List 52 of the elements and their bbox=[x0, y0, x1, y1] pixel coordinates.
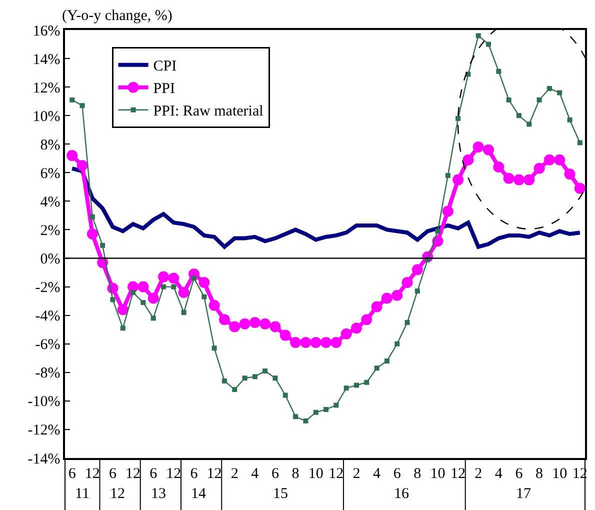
x-tick-label: 4 bbox=[251, 466, 260, 482]
y-tick-label: -8% bbox=[35, 366, 60, 382]
x-tick-label: 6 bbox=[190, 466, 198, 482]
text: 17 bbox=[516, 486, 532, 502]
x-tick-label: 12 bbox=[126, 466, 141, 482]
y-tick-label: 10% bbox=[32, 108, 60, 125]
text: 12 bbox=[110, 486, 125, 502]
x-tick-label: 6 bbox=[271, 466, 280, 482]
y-tick-label: 16% bbox=[32, 23, 60, 40]
x-tick-label: 12 bbox=[328, 466, 344, 482]
y-tick-label: 6% bbox=[40, 166, 60, 182]
y-tick-label: 12% bbox=[32, 80, 60, 96]
y-tick-label: -6% bbox=[35, 337, 60, 354]
x-tick-label: 6 bbox=[150, 466, 158, 482]
x-tick-label: 4 bbox=[494, 466, 503, 482]
legend-label: CPI bbox=[153, 58, 177, 75]
text: 11 bbox=[75, 486, 90, 502]
x-tick-label: 10 bbox=[430, 466, 446, 482]
x-tick-label: 2 bbox=[474, 466, 482, 482]
x-tick-label: 8 bbox=[414, 466, 422, 482]
x-tick-label: 4 bbox=[373, 466, 382, 482]
y-tick-label: -2% bbox=[35, 280, 60, 296]
legend-label: PPI: Raw material bbox=[153, 104, 264, 120]
y-tick-label: 0% bbox=[40, 252, 60, 268]
x-tick-label: 12 bbox=[166, 466, 182, 482]
y-tick-label: 14% bbox=[32, 52, 60, 68]
y-tick-label: -4% bbox=[35, 308, 60, 325]
x-tick-label: 10 bbox=[308, 466, 324, 482]
y-tick-label: 4% bbox=[40, 194, 60, 210]
legend-label: PPI bbox=[153, 81, 175, 98]
y-tick-label: 2% bbox=[40, 222, 60, 239]
x-tick-label: 8 bbox=[536, 466, 544, 482]
y-axis-title: (Y-o-y change, %) bbox=[62, 8, 172, 24]
y-tick-label: -10% bbox=[28, 394, 60, 410]
x-tick-label: 10 bbox=[552, 466, 568, 482]
y-tick-label: -14% bbox=[28, 451, 60, 468]
x-tick-label: 12 bbox=[206, 466, 222, 482]
x-tick-label: 12 bbox=[450, 466, 466, 482]
text: 14 bbox=[191, 486, 206, 502]
text: 13 bbox=[151, 486, 166, 502]
text: 16 bbox=[394, 486, 410, 502]
y-tick-label: -12% bbox=[28, 422, 60, 439]
x-tick-label: 6 bbox=[393, 466, 402, 482]
x-tick-label: 6 bbox=[108, 466, 117, 482]
y-tick-label: 8% bbox=[40, 137, 60, 154]
text: 15 bbox=[273, 486, 288, 502]
x-tick-label: 2 bbox=[352, 466, 360, 482]
x-tick-label: 12 bbox=[84, 466, 100, 482]
x-tick-label: 6 bbox=[515, 466, 524, 482]
x-tick-label: 6 bbox=[68, 466, 76, 482]
x-tick-label: 2 bbox=[230, 466, 238, 482]
x-tick-label: 8 bbox=[292, 466, 300, 482]
